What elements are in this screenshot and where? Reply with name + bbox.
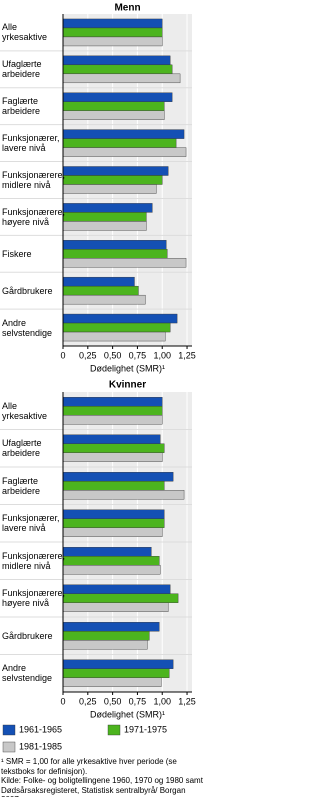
bar xyxy=(62,64,173,75)
page: Menn 0 0,25 0,50 0,75 1,00 1,25 Dødelighet (SMR… xyxy=(0,3,203,797)
bar xyxy=(62,249,168,259)
legend-swatch xyxy=(2,741,16,753)
bar xyxy=(62,659,174,669)
category-label: Faglærte arbeidere xyxy=(2,475,41,496)
category-label: Funksjonærer, lavere nivå xyxy=(2,513,60,534)
bar xyxy=(62,258,187,268)
bar xyxy=(62,36,163,47)
category-label: Alle yrkesaktive xyxy=(2,400,48,421)
x-tick-label: 0 xyxy=(60,350,65,360)
category-label: Gårdbrukere xyxy=(2,630,53,641)
bar xyxy=(62,518,165,528)
category-label: Andre selvstendige xyxy=(2,317,53,338)
bar xyxy=(62,101,165,111)
footnote: ¹ SMR = 1,00 for alle yrkesaktive hver p… xyxy=(1,757,177,776)
legend-swatch xyxy=(107,724,121,736)
category-label: Funksjonærere, midlere nivå xyxy=(2,550,66,571)
x-tick-label: 0,25 xyxy=(79,696,97,706)
bar xyxy=(62,322,171,333)
category-label: Alle yrkesaktive xyxy=(2,22,48,43)
x-tick-label: 1,00 xyxy=(153,696,171,706)
bar xyxy=(62,147,187,157)
legend-label: 1961-1965 xyxy=(19,724,62,734)
legend-label: 1981-1985 xyxy=(19,741,62,751)
category-label: Faglærte arbeidere xyxy=(2,96,41,117)
legend-label: 1971-1975 xyxy=(124,724,167,734)
x-tick-label: 0,50 xyxy=(104,696,122,706)
category-label: Funksjonærere, midlere nivå xyxy=(2,169,66,190)
bar xyxy=(62,443,165,453)
bar xyxy=(62,490,185,500)
x-tick-label: 0,75 xyxy=(129,696,147,706)
bar xyxy=(62,212,147,222)
bar xyxy=(62,593,179,603)
legend-swatch xyxy=(2,724,16,736)
x-tick-label: 0 xyxy=(60,696,65,706)
bar xyxy=(62,73,181,84)
bar xyxy=(62,640,148,650)
category-label: Funksjonærere, høyere nivå xyxy=(2,588,66,609)
bar xyxy=(62,565,161,575)
category-label: Ufaglærte arbeidere xyxy=(2,59,42,80)
bar xyxy=(62,313,178,324)
bar xyxy=(62,434,161,444)
bar xyxy=(62,166,169,176)
bar xyxy=(62,631,150,641)
bar xyxy=(62,509,165,519)
bar xyxy=(62,27,163,38)
bar xyxy=(62,240,167,250)
bar xyxy=(62,129,185,139)
bar xyxy=(62,276,135,287)
bar xyxy=(62,472,174,482)
x-tick-label: 0,75 xyxy=(129,350,147,360)
bar xyxy=(62,668,170,678)
bar xyxy=(62,452,163,462)
category-label: Gårdbrukere xyxy=(2,285,53,296)
category-label: Fiskere xyxy=(2,248,32,259)
bar xyxy=(62,556,160,566)
bar xyxy=(62,203,153,213)
x-tick-label: 0,50 xyxy=(104,350,122,360)
bar xyxy=(62,221,147,231)
bar xyxy=(62,18,163,29)
category-label: Funksjonærer, lavere nivå xyxy=(2,133,60,154)
bar xyxy=(62,584,171,594)
bar xyxy=(62,415,163,425)
x-tick-label: 1,25 xyxy=(178,350,196,360)
bar xyxy=(62,175,163,185)
x-tick-label: 1,00 xyxy=(153,350,171,360)
chart-title: Kvinner xyxy=(109,380,146,391)
category-label: Funksjonærere, høyere nivå xyxy=(2,206,66,227)
bar xyxy=(62,677,162,687)
chart: Menn 0 0,25 0,50 0,75 1,00 1,25 Dødelighet (SMR… xyxy=(0,3,196,753)
category-label: Ufaglærte arbeidere xyxy=(2,438,42,459)
x-tick-label: 1,25 xyxy=(178,696,196,706)
bar xyxy=(62,92,173,102)
bar xyxy=(62,294,146,305)
x-axis-label: Dødelighet (SMR)¹ xyxy=(90,709,165,719)
x-tick-label: 0,25 xyxy=(79,350,97,360)
bar xyxy=(62,138,177,148)
bar xyxy=(62,397,163,407)
source-note: Kilde: Folke- og boligtellingene 1960, 1… xyxy=(1,776,203,797)
bar xyxy=(62,55,171,66)
bar xyxy=(62,406,163,416)
bar xyxy=(62,331,166,342)
chart-title: Menn xyxy=(114,3,140,14)
bar xyxy=(62,110,165,120)
category-label: Andre selvstendige xyxy=(2,663,53,684)
bar xyxy=(62,184,157,194)
bar xyxy=(62,481,165,491)
x-axis-label: Dødelighet (SMR)¹ xyxy=(90,363,165,373)
bar xyxy=(62,622,160,632)
bar xyxy=(62,602,169,612)
bar xyxy=(62,285,139,296)
bar xyxy=(62,527,163,537)
bar xyxy=(62,547,152,557)
